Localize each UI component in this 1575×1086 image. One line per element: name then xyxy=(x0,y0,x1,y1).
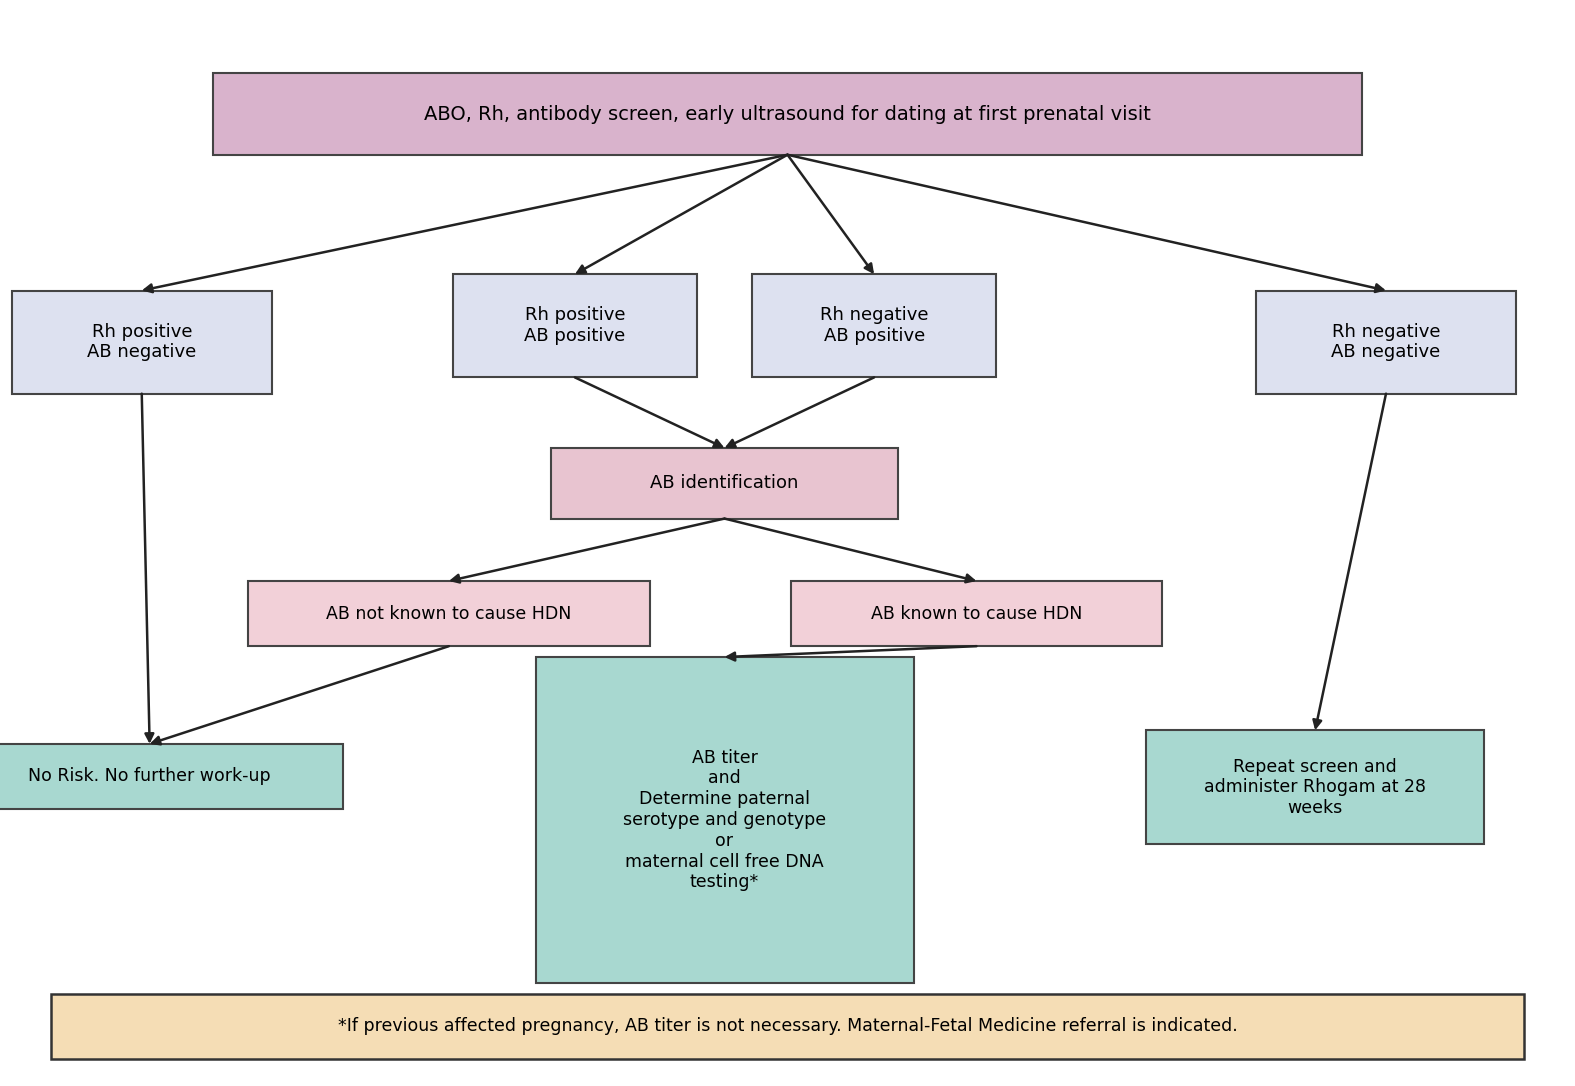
FancyBboxPatch shape xyxy=(454,274,696,377)
FancyBboxPatch shape xyxy=(1257,290,1515,393)
FancyBboxPatch shape xyxy=(791,581,1162,646)
Text: ABO, Rh, antibody screen, early ultrasound for dating at first prenatal visit: ABO, Rh, antibody screen, early ultrasou… xyxy=(424,104,1151,124)
Text: AB identification: AB identification xyxy=(650,475,799,492)
FancyBboxPatch shape xyxy=(536,657,913,983)
Text: Rh negative
AB positive: Rh negative AB positive xyxy=(821,306,928,345)
FancyBboxPatch shape xyxy=(551,447,898,518)
FancyBboxPatch shape xyxy=(11,290,271,393)
FancyBboxPatch shape xyxy=(0,744,343,809)
Text: *If previous affected pregnancy, AB titer is not necessary. Maternal-Fetal Medic: *If previous affected pregnancy, AB tite… xyxy=(337,1018,1238,1035)
FancyBboxPatch shape xyxy=(1145,730,1484,845)
Text: AB known to cause HDN: AB known to cause HDN xyxy=(871,605,1082,622)
FancyBboxPatch shape xyxy=(213,73,1362,154)
Text: No Risk. No further work-up: No Risk. No further work-up xyxy=(28,768,271,785)
Text: Rh negative
AB negative: Rh negative AB negative xyxy=(1331,323,1441,362)
Text: Rh positive
AB negative: Rh positive AB negative xyxy=(87,323,197,362)
FancyBboxPatch shape xyxy=(753,274,997,377)
Text: Repeat screen and
administer Rhogam at 28
weeks: Repeat screen and administer Rhogam at 2… xyxy=(1205,758,1425,817)
FancyBboxPatch shape xyxy=(50,994,1525,1059)
FancyBboxPatch shape xyxy=(247,581,649,646)
Text: AB titer
and
Determine paternal
serotype and genotype
or
maternal cell free DNA
: AB titer and Determine paternal serotype… xyxy=(624,748,825,892)
Text: Rh positive
AB positive: Rh positive AB positive xyxy=(524,306,625,345)
Text: AB not known to cause HDN: AB not known to cause HDN xyxy=(326,605,572,622)
